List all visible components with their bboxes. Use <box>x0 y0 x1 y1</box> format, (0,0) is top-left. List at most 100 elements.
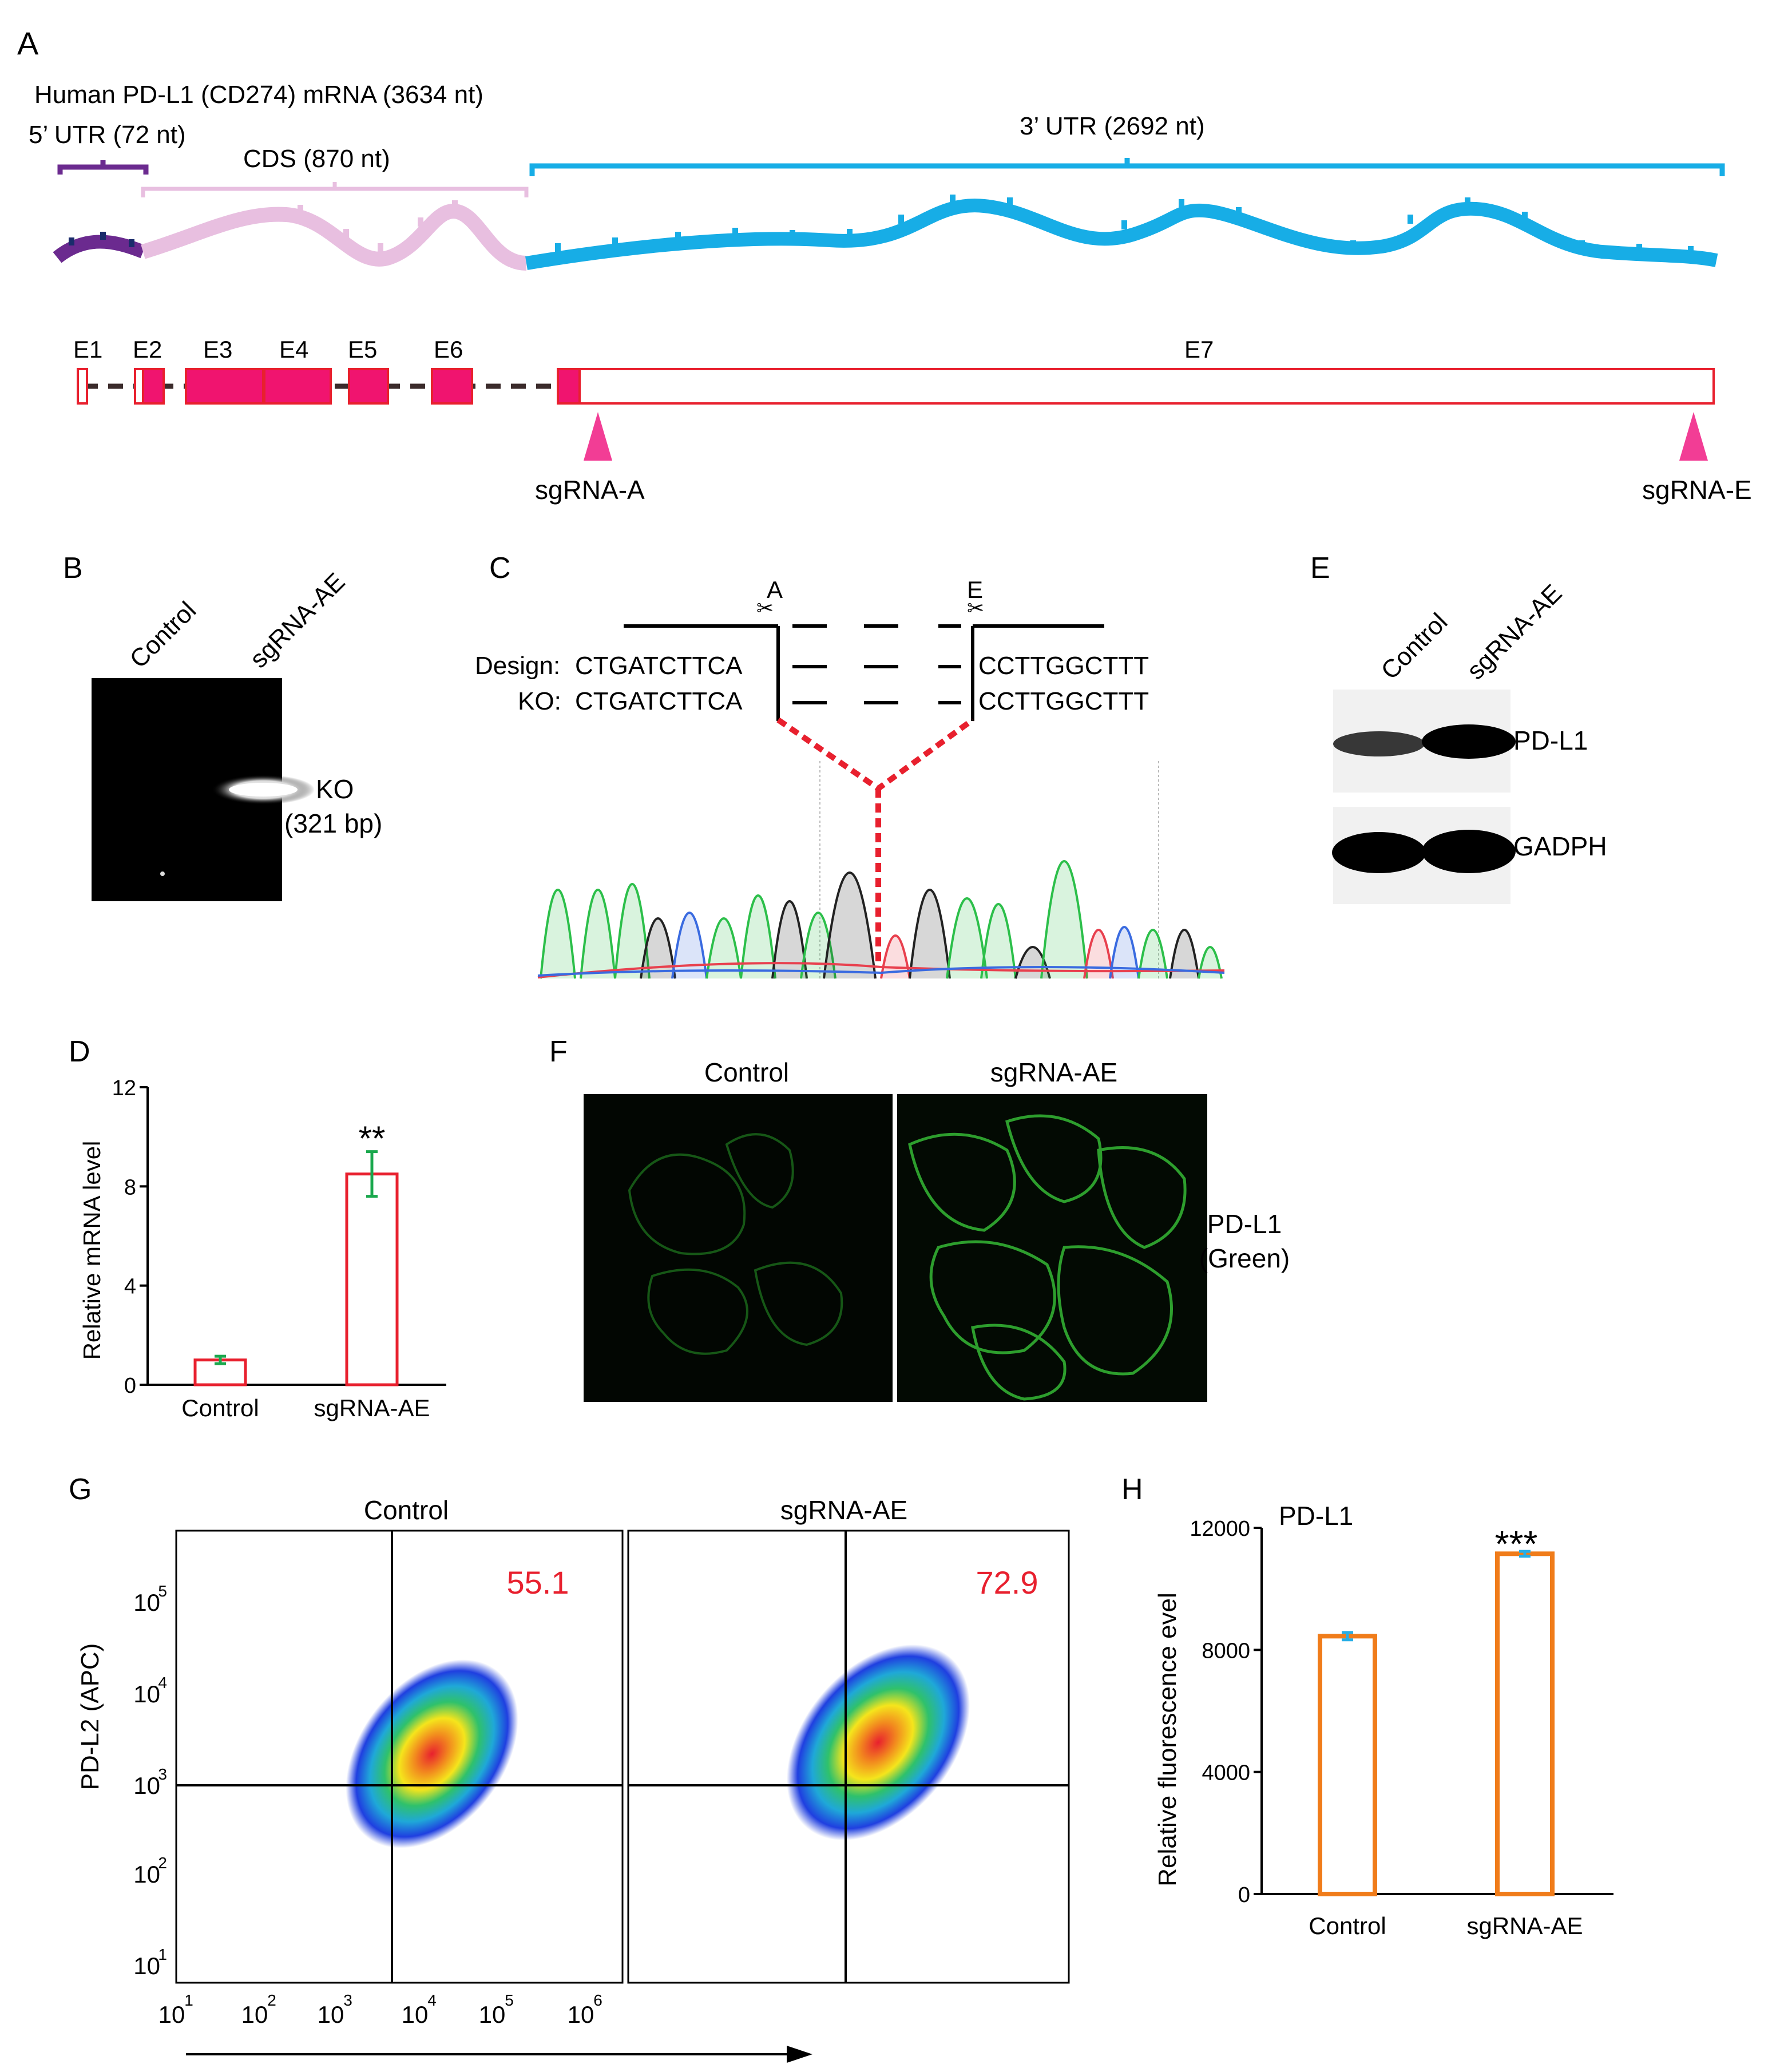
sgrna-e-marker <box>1679 412 1708 461</box>
site-a-label: A <box>767 576 783 603</box>
svg-text:4: 4 <box>427 1991 437 2009</box>
svg-text:E4: E4 <box>279 336 308 363</box>
d-bars: Control sgRNA-AE <box>181 1150 430 1421</box>
chromatogram <box>537 761 1225 979</box>
d-significance: ** <box>359 1119 386 1158</box>
f-image-sgrna <box>897 1094 1207 1402</box>
y-tick-label: 8000 <box>1202 1639 1250 1663</box>
svg-text:E3: E3 <box>203 336 232 363</box>
design-label: Design: <box>475 652 560 680</box>
exons <box>77 368 1715 405</box>
y-tick-label: 0 <box>1238 1883 1250 1907</box>
f-cells-sgrna <box>908 1114 1187 1401</box>
f-col-control: Control <box>704 1057 789 1087</box>
utr5-label: 5’ UTR (72 nt) <box>29 121 186 149</box>
utr3-label: 3’ UTR (2692 nt) <box>1020 112 1205 140</box>
lane-label-sgrna-ae: sgRNA-AE <box>244 568 350 674</box>
g-title-control: Control <box>364 1495 449 1525</box>
d-ticks: 0 4 8 12 <box>112 1076 148 1398</box>
panel-label-a: A <box>17 25 39 61</box>
utr5-wave <box>53 235 146 263</box>
g-quadrant-control: 55.1 <box>507 1564 569 1600</box>
site-e-label: E <box>967 576 983 603</box>
d-ylabel: Relative mRNA level <box>78 1141 105 1360</box>
h-ylabel: Relative fluorescence evel <box>1153 1592 1182 1887</box>
y-tick-label: 4 <box>124 1275 136 1299</box>
svg-text:10: 10 <box>133 1681 160 1707</box>
ko-seq-right: CCTTGGCTTT <box>978 687 1149 715</box>
g-title-sgrna: sgRNA-AE <box>780 1495 907 1525</box>
panel-f: F Control sgRNA-AE PD-L1 (Green) <box>549 1035 1290 1402</box>
deletion-junction <box>776 717 974 961</box>
utr3-wave <box>525 199 1718 270</box>
panel-label-h: H <box>1121 1473 1143 1506</box>
exon-labels: E1 E2 E3 E4 E5 E6 E7 <box>73 336 1214 363</box>
wb-band-control-pdl1 <box>1333 731 1425 756</box>
panel-d: D Relative mRNA level 0 4 8 12 Control sgRNA… <box>69 1035 446 1421</box>
category-label: sgRNA-AE <box>314 1394 430 1421</box>
svg-text:2: 2 <box>267 1991 276 2009</box>
svg-text:10: 10 <box>133 1589 160 1616</box>
lane-label-control: Control <box>124 596 201 674</box>
svg-text:1: 1 <box>158 1946 167 1963</box>
svg-text:10: 10 <box>318 2001 344 2028</box>
design-seq-left: CTGATCTTCA <box>575 652 743 680</box>
utr5-ticks <box>69 232 134 247</box>
panel-c: C A E ✂ ✂ Design: CTGATCTTCA CCTTGGCTTT … <box>475 552 1225 979</box>
f-label-green: (Green) <box>1199 1243 1290 1273</box>
svg-text:6: 6 <box>593 1991 602 2009</box>
svg-text:5: 5 <box>505 1991 514 2009</box>
bar <box>1318 1634 1377 1896</box>
g-plot-control-frame <box>175 1530 624 1984</box>
wb-band-sgrna-gadph <box>1422 830 1516 873</box>
ko-label: KO: <box>518 687 561 715</box>
cds-wave <box>141 204 528 271</box>
wb-lane-sgrna-ae: sgRNA-AE <box>1461 579 1567 685</box>
sequence-lines <box>624 624 1104 721</box>
g-quadrant-sgrna: 72.9 <box>976 1564 1038 1600</box>
svg-text:10: 10 <box>241 2001 268 2028</box>
bar <box>345 1172 399 1386</box>
panel-label-b: B <box>63 552 83 585</box>
band-label-size: (321 bp) <box>284 809 382 838</box>
svg-text:2: 2 <box>158 1854 167 1872</box>
g-ylabel: PD-L2 (APC) <box>76 1643 104 1790</box>
wb-band-control-gadph <box>1332 832 1426 873</box>
band-label-ko: KO <box>316 774 354 804</box>
svg-text:E5: E5 <box>348 336 377 363</box>
svg-text:10: 10 <box>133 1772 160 1799</box>
panel-e: E Control sgRNA-AE PD-L1 GADPH <box>1310 552 1607 904</box>
g-x-arrow-head <box>787 2046 812 2063</box>
svg-text:10: 10 <box>479 2001 506 2028</box>
scissors-e-icon: ✂ <box>967 596 984 620</box>
svg-text:3: 3 <box>158 1765 167 1783</box>
f-col-sgrna: sgRNA-AE <box>990 1057 1117 1087</box>
panel-label-d: D <box>69 1035 90 1068</box>
wb-label-pdl1: PD-L1 <box>1513 726 1588 755</box>
panel-h: H PD-L1 Relative fluorescence evel 0 4000… <box>1121 1473 1613 1939</box>
cds-ticks <box>172 200 498 252</box>
h-bars: Control sgRNA-AE <box>1309 1550 1583 1939</box>
f-label-pdl1: PD-L1 <box>1207 1209 1282 1239</box>
svg-text:5: 5 <box>158 1582 167 1600</box>
svg-text:E1: E1 <box>73 336 102 363</box>
g-plot-sgrna-frame <box>627 1530 1070 1984</box>
bar <box>1495 1551 1555 1896</box>
mrna-title: Human PD-L1 (CD274) mRNA (3634 nt) <box>34 81 483 109</box>
svg-text:10: 10 <box>133 1861 160 1888</box>
panel-label-c: C <box>489 552 511 585</box>
g-yticks: 101 102 103 104 105 <box>133 1582 167 1979</box>
y-tick-label: 12000 <box>1190 1517 1250 1541</box>
panel-label-f: F <box>549 1035 568 1068</box>
h-ticks: 0 4000 8000 12000 <box>1190 1517 1262 1907</box>
panel-g: G PD-L2 (APC) Control sgRNA-AE 55.1 72.9… <box>69 1473 1070 2063</box>
svg-text:10: 10 <box>133 1952 160 1979</box>
panel-b: B Control sgRNA-AE KO (321 bp) <box>63 552 382 901</box>
wb-label-gadph: GADPH <box>1513 831 1607 861</box>
utr5-bracket <box>57 160 149 175</box>
category-label: Control <box>1309 1912 1386 1939</box>
category-label: Control <box>181 1394 259 1421</box>
sgrna-a-label: sgRNA-A <box>535 475 645 505</box>
h-title: PD-L1 <box>1279 1501 1353 1531</box>
